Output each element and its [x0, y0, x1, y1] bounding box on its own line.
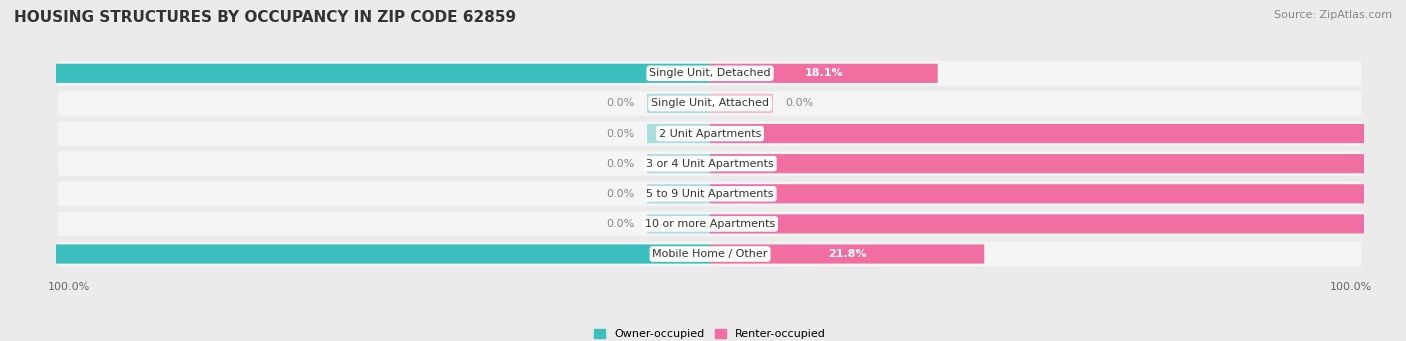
FancyBboxPatch shape [59, 61, 1361, 86]
FancyBboxPatch shape [0, 244, 710, 264]
Text: 0.0%: 0.0% [606, 189, 634, 199]
FancyBboxPatch shape [59, 242, 1361, 266]
FancyBboxPatch shape [647, 94, 710, 113]
FancyBboxPatch shape [710, 64, 938, 83]
FancyBboxPatch shape [710, 244, 984, 264]
Text: 18.1%: 18.1% [804, 68, 844, 78]
FancyBboxPatch shape [710, 94, 773, 113]
Text: 21.8%: 21.8% [828, 249, 866, 259]
FancyBboxPatch shape [59, 182, 1361, 206]
FancyBboxPatch shape [0, 64, 710, 83]
Legend: Owner-occupied, Renter-occupied: Owner-occupied, Renter-occupied [593, 328, 827, 339]
Text: 0.0%: 0.0% [606, 129, 634, 138]
Text: Mobile Home / Other: Mobile Home / Other [652, 249, 768, 259]
FancyBboxPatch shape [710, 124, 1406, 143]
Text: 0.0%: 0.0% [606, 159, 634, 169]
FancyBboxPatch shape [710, 154, 1406, 173]
FancyBboxPatch shape [647, 124, 710, 143]
FancyBboxPatch shape [59, 121, 1361, 146]
Text: 0.0%: 0.0% [786, 99, 814, 108]
FancyBboxPatch shape [59, 91, 1361, 116]
Text: Single Unit, Detached: Single Unit, Detached [650, 68, 770, 78]
Text: 3 or 4 Unit Apartments: 3 or 4 Unit Apartments [647, 159, 773, 169]
Text: Source: ZipAtlas.com: Source: ZipAtlas.com [1274, 10, 1392, 20]
Text: 5 to 9 Unit Apartments: 5 to 9 Unit Apartments [647, 189, 773, 199]
Text: HOUSING STRUCTURES BY OCCUPANCY IN ZIP CODE 62859: HOUSING STRUCTURES BY OCCUPANCY IN ZIP C… [14, 10, 516, 25]
Text: Single Unit, Attached: Single Unit, Attached [651, 99, 769, 108]
FancyBboxPatch shape [647, 214, 710, 234]
FancyBboxPatch shape [647, 184, 710, 203]
FancyBboxPatch shape [710, 214, 1406, 234]
FancyBboxPatch shape [59, 212, 1361, 236]
FancyBboxPatch shape [710, 184, 1406, 203]
Text: 10 or more Apartments: 10 or more Apartments [645, 219, 775, 229]
Text: 2 Unit Apartments: 2 Unit Apartments [659, 129, 761, 138]
FancyBboxPatch shape [59, 151, 1361, 176]
Text: 0.0%: 0.0% [606, 219, 634, 229]
FancyBboxPatch shape [647, 154, 710, 173]
Text: 0.0%: 0.0% [606, 99, 634, 108]
